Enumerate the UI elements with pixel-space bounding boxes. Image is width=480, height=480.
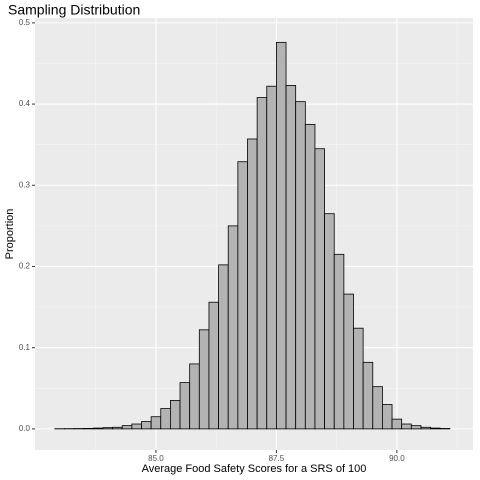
bar	[266, 85, 277, 430]
x-tick-label: 90.0	[389, 454, 405, 463]
bar	[160, 408, 171, 430]
bar	[92, 427, 104, 430]
bar	[430, 427, 441, 430]
bar	[410, 425, 422, 430]
bar	[150, 416, 162, 430]
y-tick-label: 0.2	[19, 262, 31, 271]
bar	[304, 123, 316, 430]
bar	[333, 253, 345, 430]
bar	[247, 138, 258, 430]
bar	[382, 404, 393, 430]
bar	[343, 293, 354, 430]
bar	[353, 327, 364, 430]
y-tick-label: 0.3	[19, 180, 31, 189]
bar	[401, 423, 412, 430]
x-tick-label: 87.5	[269, 454, 285, 463]
bar	[420, 426, 431, 430]
bar	[295, 101, 306, 430]
bar	[198, 329, 210, 430]
bar	[179, 382, 191, 430]
bar	[169, 400, 181, 430]
bar	[285, 84, 297, 430]
bar	[227, 225, 239, 430]
y-tick-label: 0.1	[19, 343, 31, 352]
bar	[237, 161, 248, 430]
bar	[218, 264, 229, 430]
bar	[141, 421, 152, 430]
x-axis-title: Average Food Safety Scores for a SRS of …	[142, 463, 367, 475]
bar	[208, 301, 219, 430]
bar	[102, 427, 113, 430]
bar	[276, 41, 287, 430]
bar	[112, 426, 123, 430]
y-tick-label: 0.4	[19, 99, 31, 108]
chart-title: Sampling Distribution	[8, 2, 140, 18]
y-tick-label: 0.5	[19, 18, 31, 27]
x-tick-label: 85.0	[148, 454, 164, 463]
bar	[324, 213, 335, 430]
bar	[314, 148, 325, 430]
bar	[372, 386, 383, 430]
bar	[391, 418, 403, 430]
y-axis-title: Proportion	[4, 209, 16, 260]
bar	[131, 423, 142, 430]
bar	[189, 363, 200, 430]
y-tick-label: 0.0	[19, 424, 31, 433]
bar	[121, 425, 133, 430]
bar	[362, 361, 374, 430]
bar	[256, 97, 268, 430]
